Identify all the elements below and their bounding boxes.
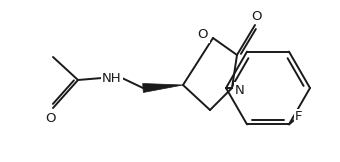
Text: O: O: [198, 29, 208, 41]
Polygon shape: [143, 84, 183, 93]
Text: N: N: [235, 83, 245, 97]
Text: F: F: [295, 110, 303, 123]
Text: O: O: [252, 10, 262, 23]
Text: NH: NH: [102, 71, 122, 85]
Text: O: O: [45, 111, 55, 125]
